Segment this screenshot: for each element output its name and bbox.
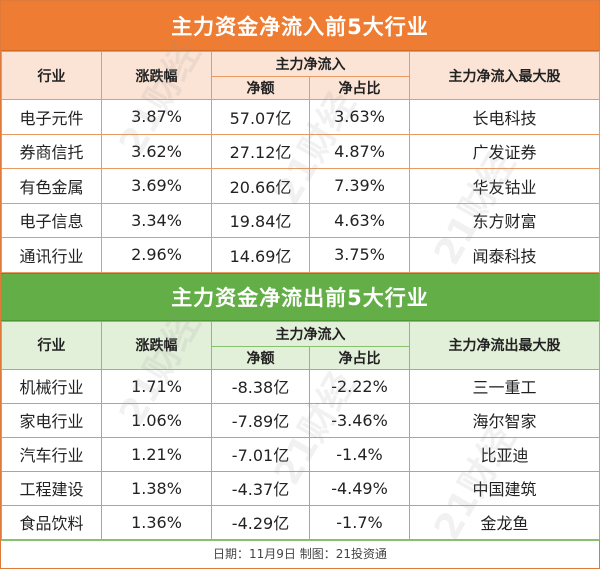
col-net-inflow: 主力净流入 xyxy=(211,320,410,347)
stock-cell: 比亚迪 xyxy=(409,436,600,472)
stock-cell: 东方财富 xyxy=(409,202,600,238)
col-net-inflow: 主力净流入 xyxy=(211,51,410,77)
ratio-cell: -4.49% xyxy=(309,470,410,506)
table-row: 汽车行业 1.21% -7.01亿 -1.4% 比亚迪 xyxy=(1,436,600,472)
industry-cell: 有色金属 xyxy=(1,168,102,204)
ratio-cell: -1.4% xyxy=(309,436,410,472)
table-row: 券商信托 3.62% 27.12亿 4.87% 广发证券 xyxy=(1,133,600,169)
table-row: 工程建设 1.38% -4.37亿 -4.49% 中国建筑 xyxy=(1,470,600,506)
amount-cell: 19.84亿 xyxy=(211,202,310,238)
table-row: 电子信息 3.34% 19.84亿 4.63% 东方财富 xyxy=(1,202,600,238)
change-cell: 2.96% xyxy=(101,237,212,273)
col-industry: 行业 xyxy=(1,51,102,100)
ratio-cell: 3.63% xyxy=(309,99,410,135)
change-cell: 3.62% xyxy=(101,133,212,169)
inflow-title: 主力资金净流入前5大行业 xyxy=(1,1,599,51)
amount-cell: -7.01亿 xyxy=(211,436,310,472)
inflow-table: 行业 涨跌幅 主力净流入 主力净流入最大股 净额 净占比 电子元件 3.87% … xyxy=(1,51,600,273)
stock-cell: 广发证券 xyxy=(409,133,600,169)
ratio-cell: 4.87% xyxy=(309,133,410,169)
industry-cell: 家电行业 xyxy=(1,402,102,438)
change-cell: 1.21% xyxy=(101,436,212,472)
col-ratio: 净占比 xyxy=(309,76,410,100)
change-cell: 1.06% xyxy=(101,402,212,438)
amount-cell: 14.69亿 xyxy=(211,237,310,273)
amount-cell: 27.12亿 xyxy=(211,133,310,169)
col-amount: 净额 xyxy=(211,76,310,100)
col-top-stock: 主力净流出最大股 xyxy=(409,320,600,370)
table-row: 通讯行业 2.96% 14.69亿 3.75% 闻泰科技 xyxy=(1,237,600,273)
change-cell: 3.69% xyxy=(101,168,212,204)
change-cell: 3.87% xyxy=(101,99,212,135)
ratio-cell: -3.46% xyxy=(309,402,410,438)
stock-cell: 金龙鱼 xyxy=(409,504,600,540)
amount-cell: 20.66亿 xyxy=(211,168,310,204)
industry-cell: 工程建设 xyxy=(1,470,102,506)
industry-cell: 电子元件 xyxy=(1,99,102,135)
col-amount: 净额 xyxy=(211,345,310,370)
change-cell: 1.71% xyxy=(101,368,212,404)
col-change: 涨跌幅 xyxy=(101,320,212,370)
industry-cell: 电子信息 xyxy=(1,202,102,238)
amount-cell: -8.38亿 xyxy=(211,368,310,404)
change-cell: 3.34% xyxy=(101,202,212,238)
col-top-stock: 主力净流入最大股 xyxy=(409,51,600,100)
col-change: 涨跌幅 xyxy=(101,51,212,100)
ratio-cell: 3.75% xyxy=(309,237,410,273)
col-industry: 行业 xyxy=(1,320,102,370)
table-row: 有色金属 3.69% 20.66亿 7.39% 华友钴业 xyxy=(1,168,600,204)
amount-cell: -4.37亿 xyxy=(211,470,310,506)
stock-cell: 海尔智家 xyxy=(409,402,600,438)
stock-cell: 闻泰科技 xyxy=(409,237,600,273)
industry-cell: 机械行业 xyxy=(1,368,102,404)
ratio-cell: 7.39% xyxy=(309,168,410,204)
table-row: 电子元件 3.87% 57.07亿 3.63% 长电科技 xyxy=(1,99,600,135)
stock-cell: 中国建筑 xyxy=(409,470,600,506)
table-row: 家电行业 1.06% -7.89亿 -3.46% 海尔智家 xyxy=(1,402,600,438)
col-ratio: 净占比 xyxy=(309,345,410,370)
amount-cell: 57.07亿 xyxy=(211,99,310,135)
amount-cell: -7.89亿 xyxy=(211,402,310,438)
industry-cell: 券商信托 xyxy=(1,133,102,169)
ratio-cell: -2.22% xyxy=(309,368,410,404)
industry-cell: 通讯行业 xyxy=(1,237,102,273)
stock-cell: 长电科技 xyxy=(409,99,600,135)
industry-cell: 食品饮料 xyxy=(1,504,102,540)
stock-cell: 三一重工 xyxy=(409,368,600,404)
table-row: 食品饮料 1.36% -4.29亿 -1.7% 金龙鱼 xyxy=(1,504,600,540)
change-cell: 1.38% xyxy=(101,470,212,506)
amount-cell: -4.29亿 xyxy=(211,504,310,540)
outflow-title: 主力资金净流出前5大行业 xyxy=(1,272,599,321)
stock-cell: 华友钴业 xyxy=(409,168,600,204)
table-row: 机械行业 1.71% -8.38亿 -2.22% 三一重工 xyxy=(1,368,600,404)
change-cell: 1.36% xyxy=(101,504,212,540)
industry-cell: 汽车行业 xyxy=(1,436,102,472)
outflow-table: 行业 涨跌幅 主力净流入 主力净流出最大股 净额 净占比 机械行业 1.71% … xyxy=(1,320,600,540)
ratio-cell: 4.63% xyxy=(309,202,410,238)
ratio-cell: -1.7% xyxy=(309,504,410,540)
footer-note: 日期：11月9日 制图：21投资通 xyxy=(1,539,599,567)
